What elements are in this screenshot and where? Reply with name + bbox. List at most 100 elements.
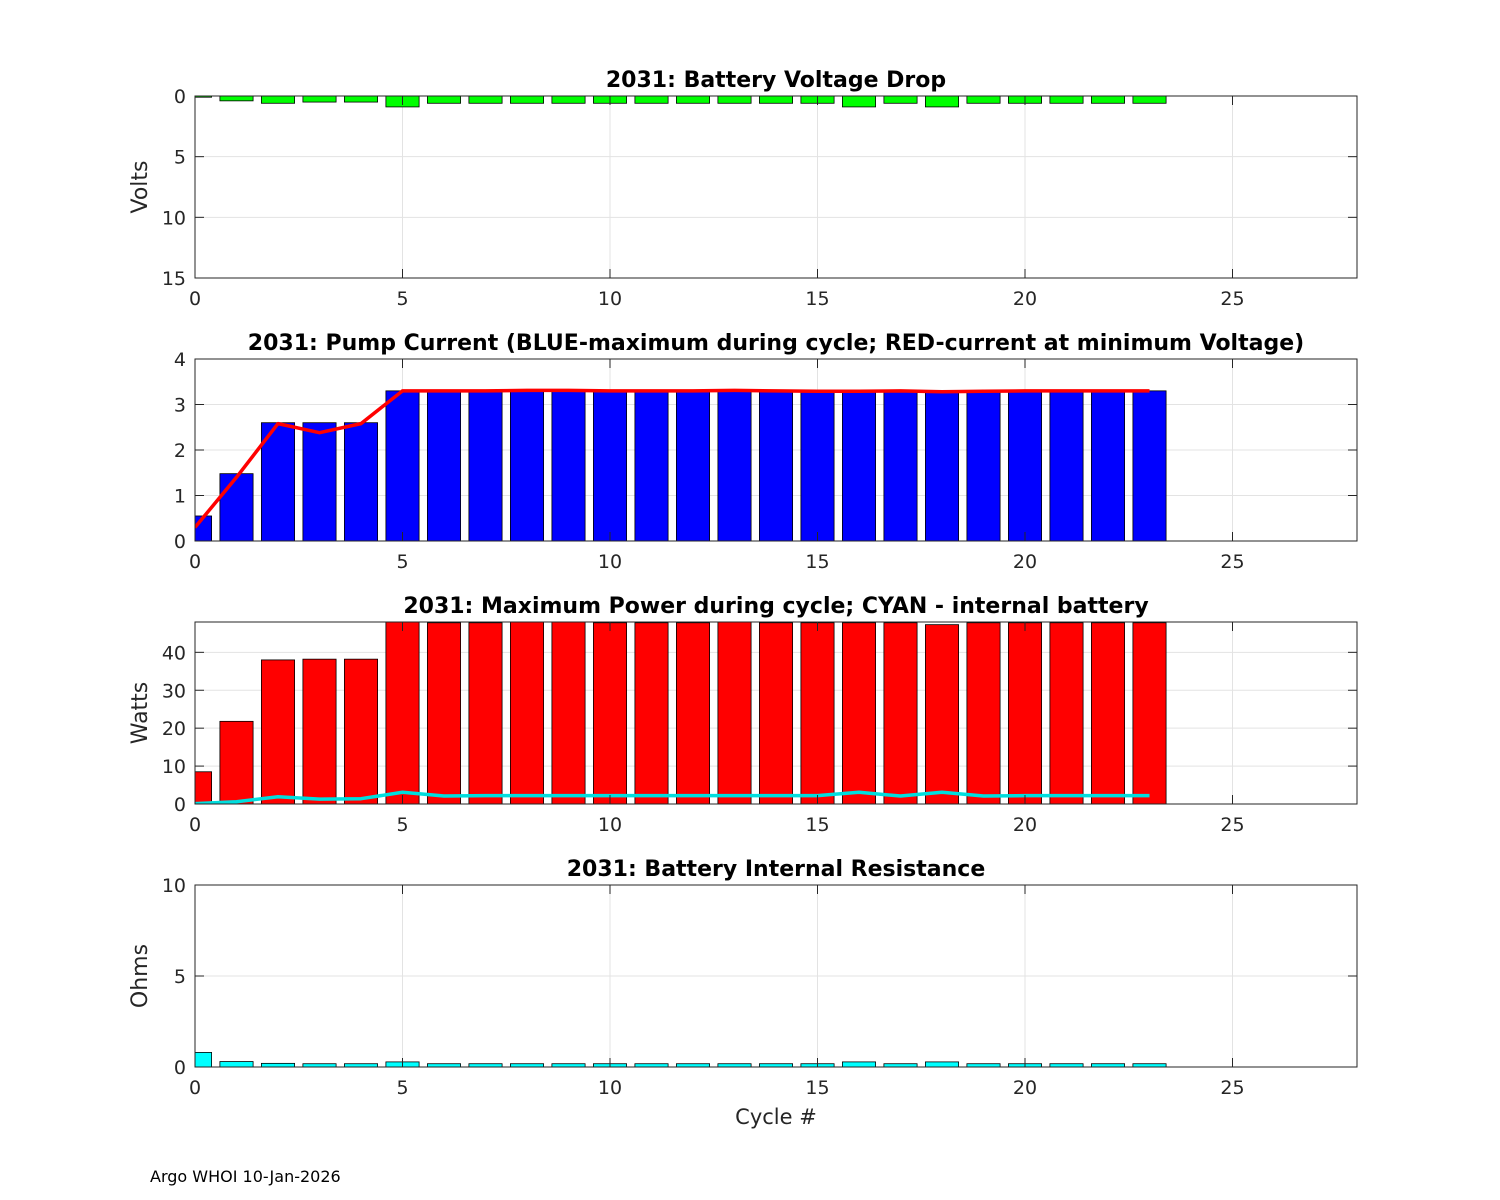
bar (509, 96, 544, 104)
bar (1049, 96, 1084, 104)
axes-box (194, 621, 1358, 805)
x-tick-label: 20 (1013, 814, 1037, 836)
bar (1049, 390, 1084, 541)
y-tick-label: 3 (174, 395, 186, 417)
x-tick-label: 15 (805, 1077, 829, 1099)
bar (551, 390, 586, 541)
bar (468, 622, 503, 804)
bar (676, 96, 711, 104)
bar (925, 1061, 960, 1067)
bar (302, 658, 337, 804)
x-tick-label: 5 (396, 814, 408, 836)
x-tick-label: 10 (598, 288, 622, 310)
panel-title: 2031: Pump Current (BLUE-maximum during … (248, 331, 1304, 356)
x-tick-label: 25 (1220, 551, 1244, 573)
bar (1132, 390, 1167, 541)
axes-box (194, 95, 1358, 279)
bar (883, 390, 918, 541)
x-tick-label: 20 (1013, 551, 1037, 573)
x-tick-label: 0 (189, 814, 201, 836)
y-tick-label: 15 (162, 268, 186, 290)
bar (1008, 390, 1043, 541)
bar (634, 390, 669, 541)
y-tick-label: 0 (174, 86, 186, 108)
bar (759, 390, 794, 541)
bar (509, 622, 544, 804)
bar (195, 96, 212, 98)
bar (195, 1052, 212, 1067)
bar (260, 422, 295, 541)
bar (883, 96, 918, 104)
x-tick-label: 10 (598, 814, 622, 836)
bar (551, 622, 586, 804)
x-tick-label: 0 (189, 288, 201, 310)
bar (1091, 622, 1126, 804)
x-tick-label: 20 (1013, 288, 1037, 310)
bar (966, 390, 1001, 541)
x-tick-label: 15 (805, 551, 829, 573)
plot-area (195, 622, 1167, 804)
y-tick-label: 5 (174, 966, 186, 988)
y-tick-label: 0 (174, 794, 186, 816)
x-tick-label: 10 (598, 1077, 622, 1099)
bar (1132, 96, 1167, 104)
x-tick-label: 5 (396, 288, 408, 310)
bar (676, 622, 711, 804)
chart-panel-2: 0 5 10 15 20 25 0 1 2 3 4 2031: Pump Current (BLUE-… (174, 331, 1358, 573)
x-tick-label: 25 (1220, 1077, 1244, 1099)
bar (260, 659, 295, 804)
bar (883, 622, 918, 804)
x-tick-label: 0 (189, 1077, 201, 1099)
bar (1132, 622, 1167, 804)
bar (842, 96, 877, 108)
chart-panel-1: 0 5 10 15 20 25 0 5 10 15 2031: Battery Voltage Dr… (128, 68, 1358, 310)
x-tick-label: 25 (1220, 288, 1244, 310)
bar (966, 622, 1001, 804)
bar (634, 96, 669, 104)
y-tick-label: 20 (162, 718, 186, 740)
bar (717, 622, 752, 804)
x-tick-label: 25 (1220, 814, 1244, 836)
bar (219, 720, 254, 804)
bar (800, 390, 835, 541)
bar (551, 96, 586, 104)
x-tick-label: 15 (805, 288, 829, 310)
bar (593, 622, 628, 804)
x-axis-label: Cycle # (735, 1105, 817, 1129)
y-tick-label: 30 (162, 680, 186, 702)
bar (1091, 96, 1126, 104)
x-tick-label: 10 (598, 551, 622, 573)
panel-title: 2031: Maximum Power during cycle; CYAN -… (403, 594, 1148, 619)
bar (219, 1061, 254, 1067)
y-tick-label: 10 (162, 207, 186, 229)
y-tick-label: 5 (174, 147, 186, 169)
bar (468, 390, 503, 541)
bar (759, 622, 794, 804)
bar (426, 390, 461, 541)
plot-area (195, 1052, 1167, 1067)
y-axis-label: Ohms (128, 944, 153, 1008)
bar (800, 622, 835, 804)
bar (385, 390, 420, 541)
y-tick-label: 2 (174, 440, 186, 462)
x-tick-label: 0 (189, 551, 201, 573)
bar (343, 658, 378, 804)
bar (219, 96, 254, 102)
chart-panel-4: 0 5 10 15 20 25 0 5 10 2031: Battery Internal Res… (128, 857, 1358, 1129)
y-tick-label: 0 (174, 1057, 186, 1079)
bar (302, 422, 337, 541)
bar (1008, 622, 1043, 804)
bar (260, 96, 295, 104)
bar (343, 96, 378, 103)
bar (925, 390, 960, 541)
bar (717, 390, 752, 541)
x-tick-label: 5 (396, 1077, 408, 1099)
y-axis-label: Watts (128, 682, 153, 745)
bar (842, 622, 877, 804)
x-tick-label: 20 (1013, 1077, 1037, 1099)
bar (219, 473, 254, 541)
series-line (195, 388, 1150, 529)
bar (842, 1061, 877, 1067)
panel-title: 2031: Battery Voltage Drop (606, 68, 946, 93)
